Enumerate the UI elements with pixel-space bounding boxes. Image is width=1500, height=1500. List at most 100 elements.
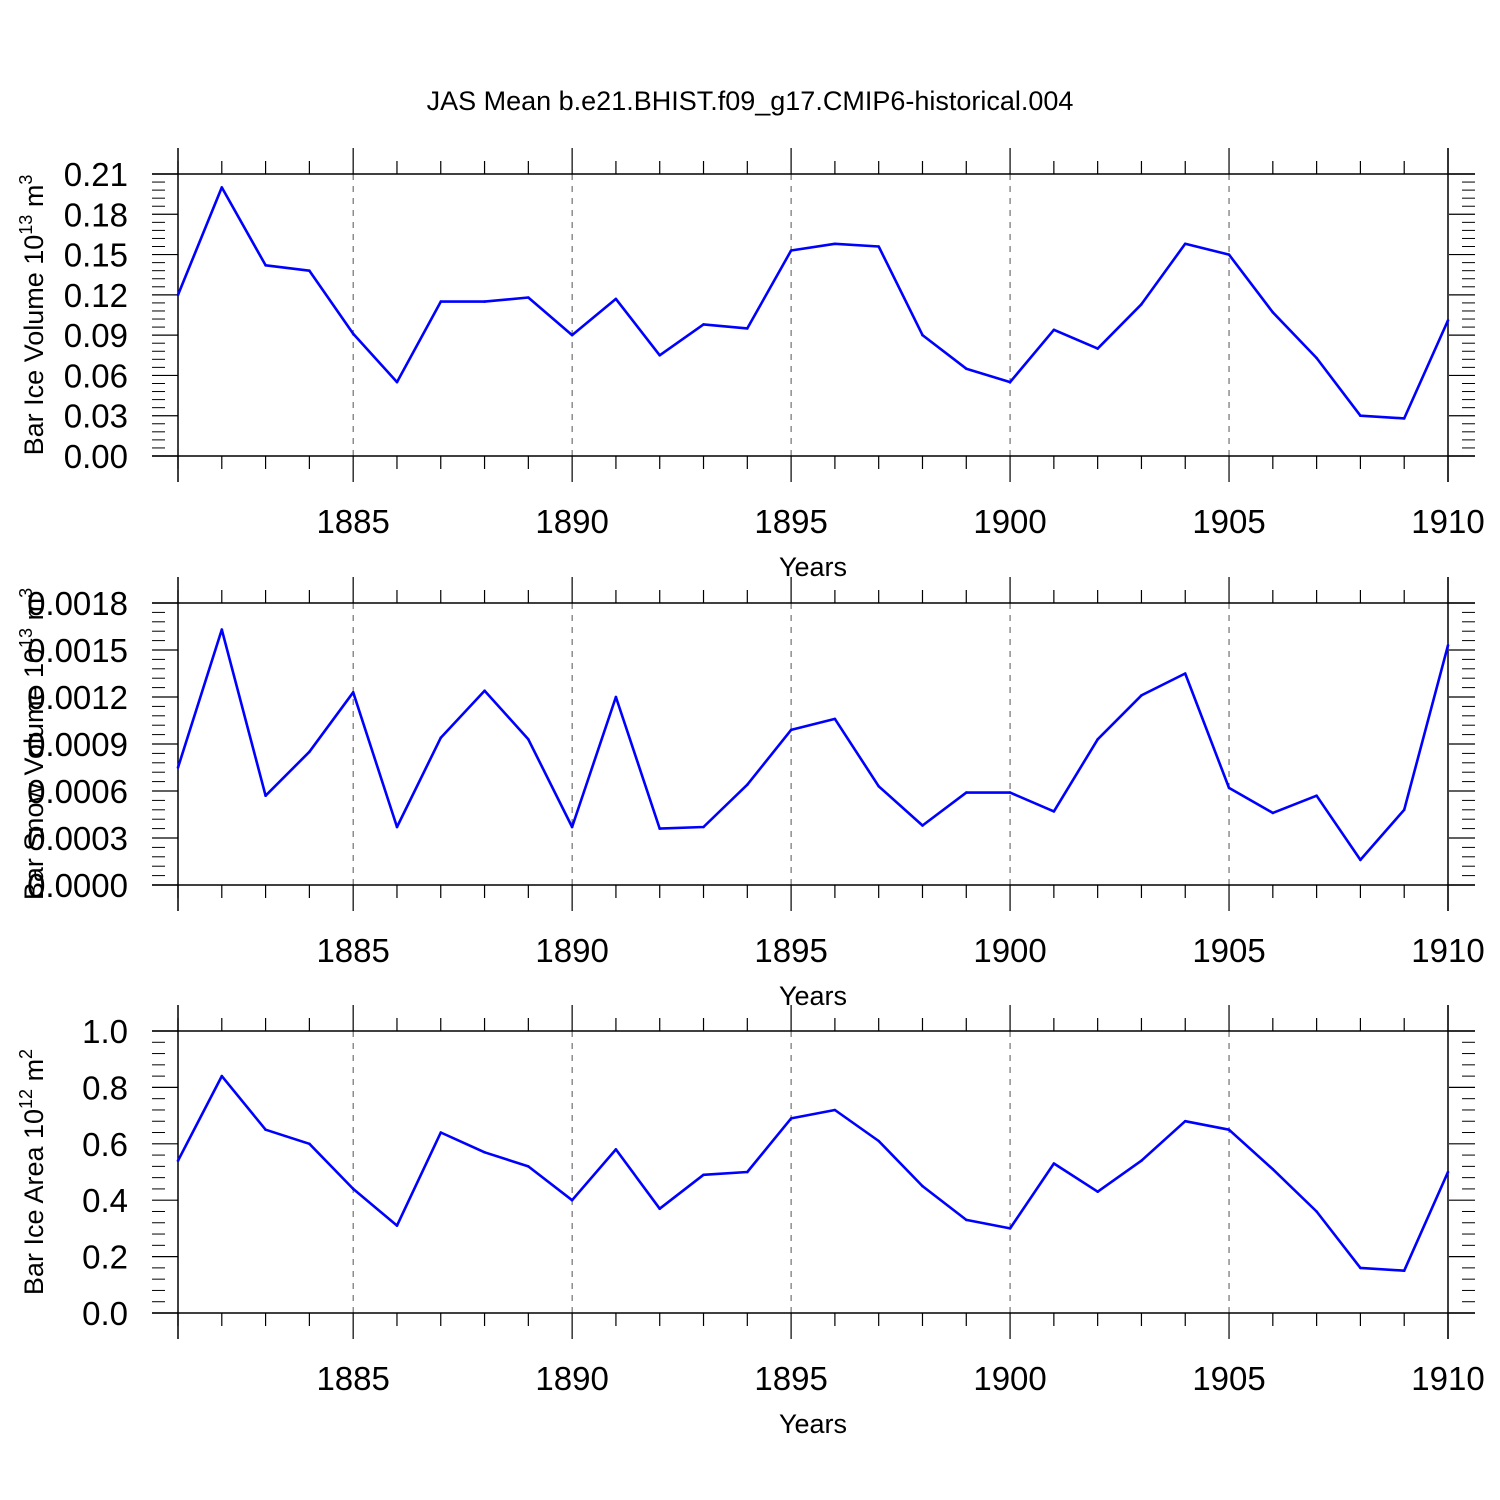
data-point — [1140, 694, 1143, 697]
data-point — [1227, 786, 1231, 790]
data-point — [1359, 858, 1362, 862]
data-point — [570, 333, 574, 337]
data-point — [833, 242, 837, 246]
data-point — [1052, 1162, 1056, 1165]
data-point — [746, 1170, 749, 1174]
data-point — [921, 824, 924, 827]
y-tick-label: 0.6 — [82, 1126, 128, 1163]
y-axis-label: Bar Snow Volume 1013 m3 — [16, 588, 49, 900]
y-axis-label: Bar Ice Volume 1013 m3 — [16, 175, 49, 456]
data-point — [1271, 311, 1275, 314]
series-line — [176, 186, 1450, 420]
figure-title: JAS Mean b.e21.BHIST.f09_g17.CMIP6-histo… — [427, 86, 1074, 116]
data-point — [702, 825, 705, 829]
series-line — [176, 628, 1450, 862]
data-point — [833, 1108, 837, 1112]
y-tick-label: 0.4 — [82, 1182, 128, 1219]
x-tick-label: 1905 — [1192, 1360, 1265, 1397]
y-tick-label: 0.09 — [64, 317, 128, 354]
data-point — [483, 300, 486, 303]
data-point — [439, 300, 443, 303]
x-axis-label: Years — [779, 981, 847, 1011]
x-tick-label: 1910 — [1411, 503, 1484, 540]
data-point — [1359, 1266, 1362, 1270]
data-point — [1359, 414, 1362, 418]
y-tick-label: 0.12 — [64, 277, 128, 314]
data-point — [746, 783, 749, 786]
y-axis-label-unit: m — [19, 598, 49, 628]
data-point — [965, 791, 968, 794]
x-tick-label: 1885 — [316, 503, 389, 540]
x-tick-label: 1900 — [973, 1360, 1046, 1397]
data-point — [965, 1218, 968, 1222]
x-tick-label: 1910 — [1411, 932, 1484, 969]
y-tick-label: 0.00 — [64, 438, 128, 475]
data-point — [439, 1131, 443, 1134]
y-axis-label-exp: 13 — [16, 215, 36, 235]
y-axis-label-exp: 13 — [16, 628, 36, 648]
data-point — [1271, 1167, 1275, 1171]
x-tick-label: 1900 — [973, 503, 1046, 540]
data-point — [1446, 319, 1450, 322]
data-point — [1008, 1227, 1012, 1230]
data-point — [1096, 1190, 1099, 1193]
data-point — [570, 1198, 574, 1202]
x-tick-label: 1890 — [535, 1360, 608, 1397]
data-point — [1183, 242, 1187, 246]
data-point — [308, 269, 311, 273]
data-point — [1052, 810, 1056, 813]
data-point — [351, 332, 355, 336]
series-line — [176, 1074, 1450, 1272]
data-point — [308, 750, 311, 754]
y-tick-label: 0.18 — [64, 196, 128, 233]
data-point — [176, 293, 180, 297]
y-tick-label: 0.0000 — [27, 867, 128, 904]
data-point — [395, 380, 399, 384]
data-point — [1140, 1159, 1143, 1162]
x-tick-label: 1910 — [1411, 1360, 1484, 1397]
data-point — [1227, 253, 1231, 256]
data-point — [877, 1139, 880, 1143]
data-point — [351, 1187, 355, 1191]
y-axis-label-exp: 12 — [16, 1089, 36, 1109]
y-tick-label: 0.2 — [82, 1239, 128, 1276]
data-point — [789, 728, 793, 732]
data-point — [1315, 1210, 1318, 1213]
x-tick-label: 1895 — [754, 932, 827, 969]
y-tick-label: 0.0012 — [27, 679, 128, 716]
y-axis-label-main: Bar Ice Area 10 — [19, 1109, 49, 1295]
data-point — [965, 367, 968, 371]
data-point — [439, 736, 443, 739]
data-point — [614, 297, 618, 301]
data-point — [658, 827, 661, 830]
y-axis-label-unit: m — [19, 1059, 49, 1089]
data-point — [614, 1148, 618, 1151]
y-axis-label-main: Bar Ice Volume 10 — [19, 235, 49, 456]
data-point — [702, 323, 705, 326]
x-tick-label: 1885 — [316, 1360, 389, 1397]
data-point — [1402, 417, 1406, 420]
data-point — [614, 695, 618, 699]
data-point — [527, 738, 530, 741]
data-point — [1183, 1119, 1187, 1123]
y-tick-label: 0.0015 — [27, 632, 128, 669]
data-point — [527, 1165, 530, 1168]
data-point — [220, 1074, 224, 1078]
x-tick-label: 1895 — [754, 1360, 827, 1397]
data-point — [395, 825, 399, 829]
data-point — [483, 1151, 486, 1154]
y-tick-label: 0.0006 — [27, 773, 128, 810]
data-point — [1315, 794, 1318, 797]
data-point — [921, 1184, 924, 1188]
x-axis-label: Years — [779, 1409, 847, 1439]
data-point — [658, 1207, 661, 1210]
data-point — [264, 1128, 267, 1131]
data-point — [264, 264, 267, 267]
data-point — [264, 794, 267, 797]
y-axis-label-unit-exp: 3 — [16, 175, 36, 185]
data-point — [220, 186, 224, 189]
panel-ice-area: 1885 1890 1895 1900 1905 1910 0.0 0.2 0.4 0.6 0.8 1… — [16, 1005, 1485, 1439]
data-point — [570, 825, 574, 829]
y-tick-label: 0.21 — [64, 156, 128, 193]
data-point — [220, 628, 224, 631]
